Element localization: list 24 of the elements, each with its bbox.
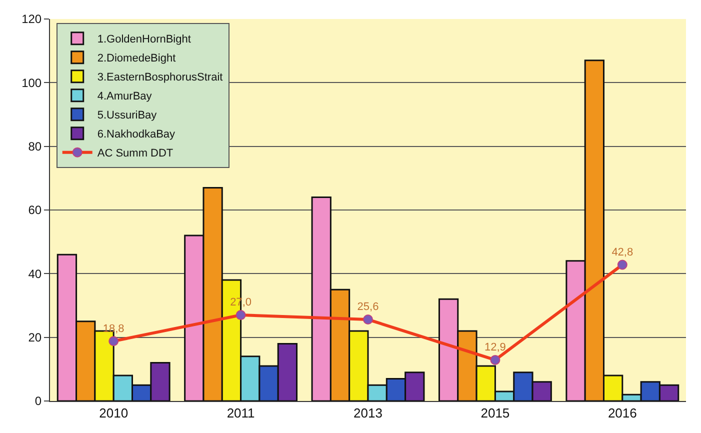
legend-label: 2.DiomedeBight xyxy=(97,52,176,65)
legend-label: 1.GoldenHornBight xyxy=(97,34,191,46)
legend-label: 5.UssuriBay xyxy=(97,110,158,122)
y-tick-label: 80 xyxy=(28,140,42,154)
y-tick-label: 40 xyxy=(28,266,42,281)
y-tick-label: 120 xyxy=(22,12,42,26)
y-tick-label: 60 xyxy=(28,203,42,218)
x-tick-label: 2010 xyxy=(99,406,128,421)
x-tick-label: 2011 xyxy=(226,406,255,421)
x-tick-label: 2016 xyxy=(608,406,637,421)
x-tick-label: 2013 xyxy=(354,406,382,421)
data-label: 27,0 xyxy=(230,296,252,309)
data-label: 42,8 xyxy=(612,246,634,258)
data-label: 18,8 xyxy=(102,322,124,335)
y-tick-label: 20 xyxy=(28,330,42,345)
legend-label: AC Summ DDT xyxy=(97,148,174,160)
y-tick-label: 100 xyxy=(22,76,42,90)
y-tick-label: 0 xyxy=(34,394,42,408)
data-label: 12,9 xyxy=(484,342,506,354)
legend-label: 4.AmurBay xyxy=(97,90,152,103)
data-label: 25,6 xyxy=(357,301,379,314)
legend-label: 6.NakhodkaBay xyxy=(97,128,176,141)
x-tick-label: 2015 xyxy=(480,406,510,421)
legend-label: 3.EasternBosphorusStrait xyxy=(97,72,223,84)
